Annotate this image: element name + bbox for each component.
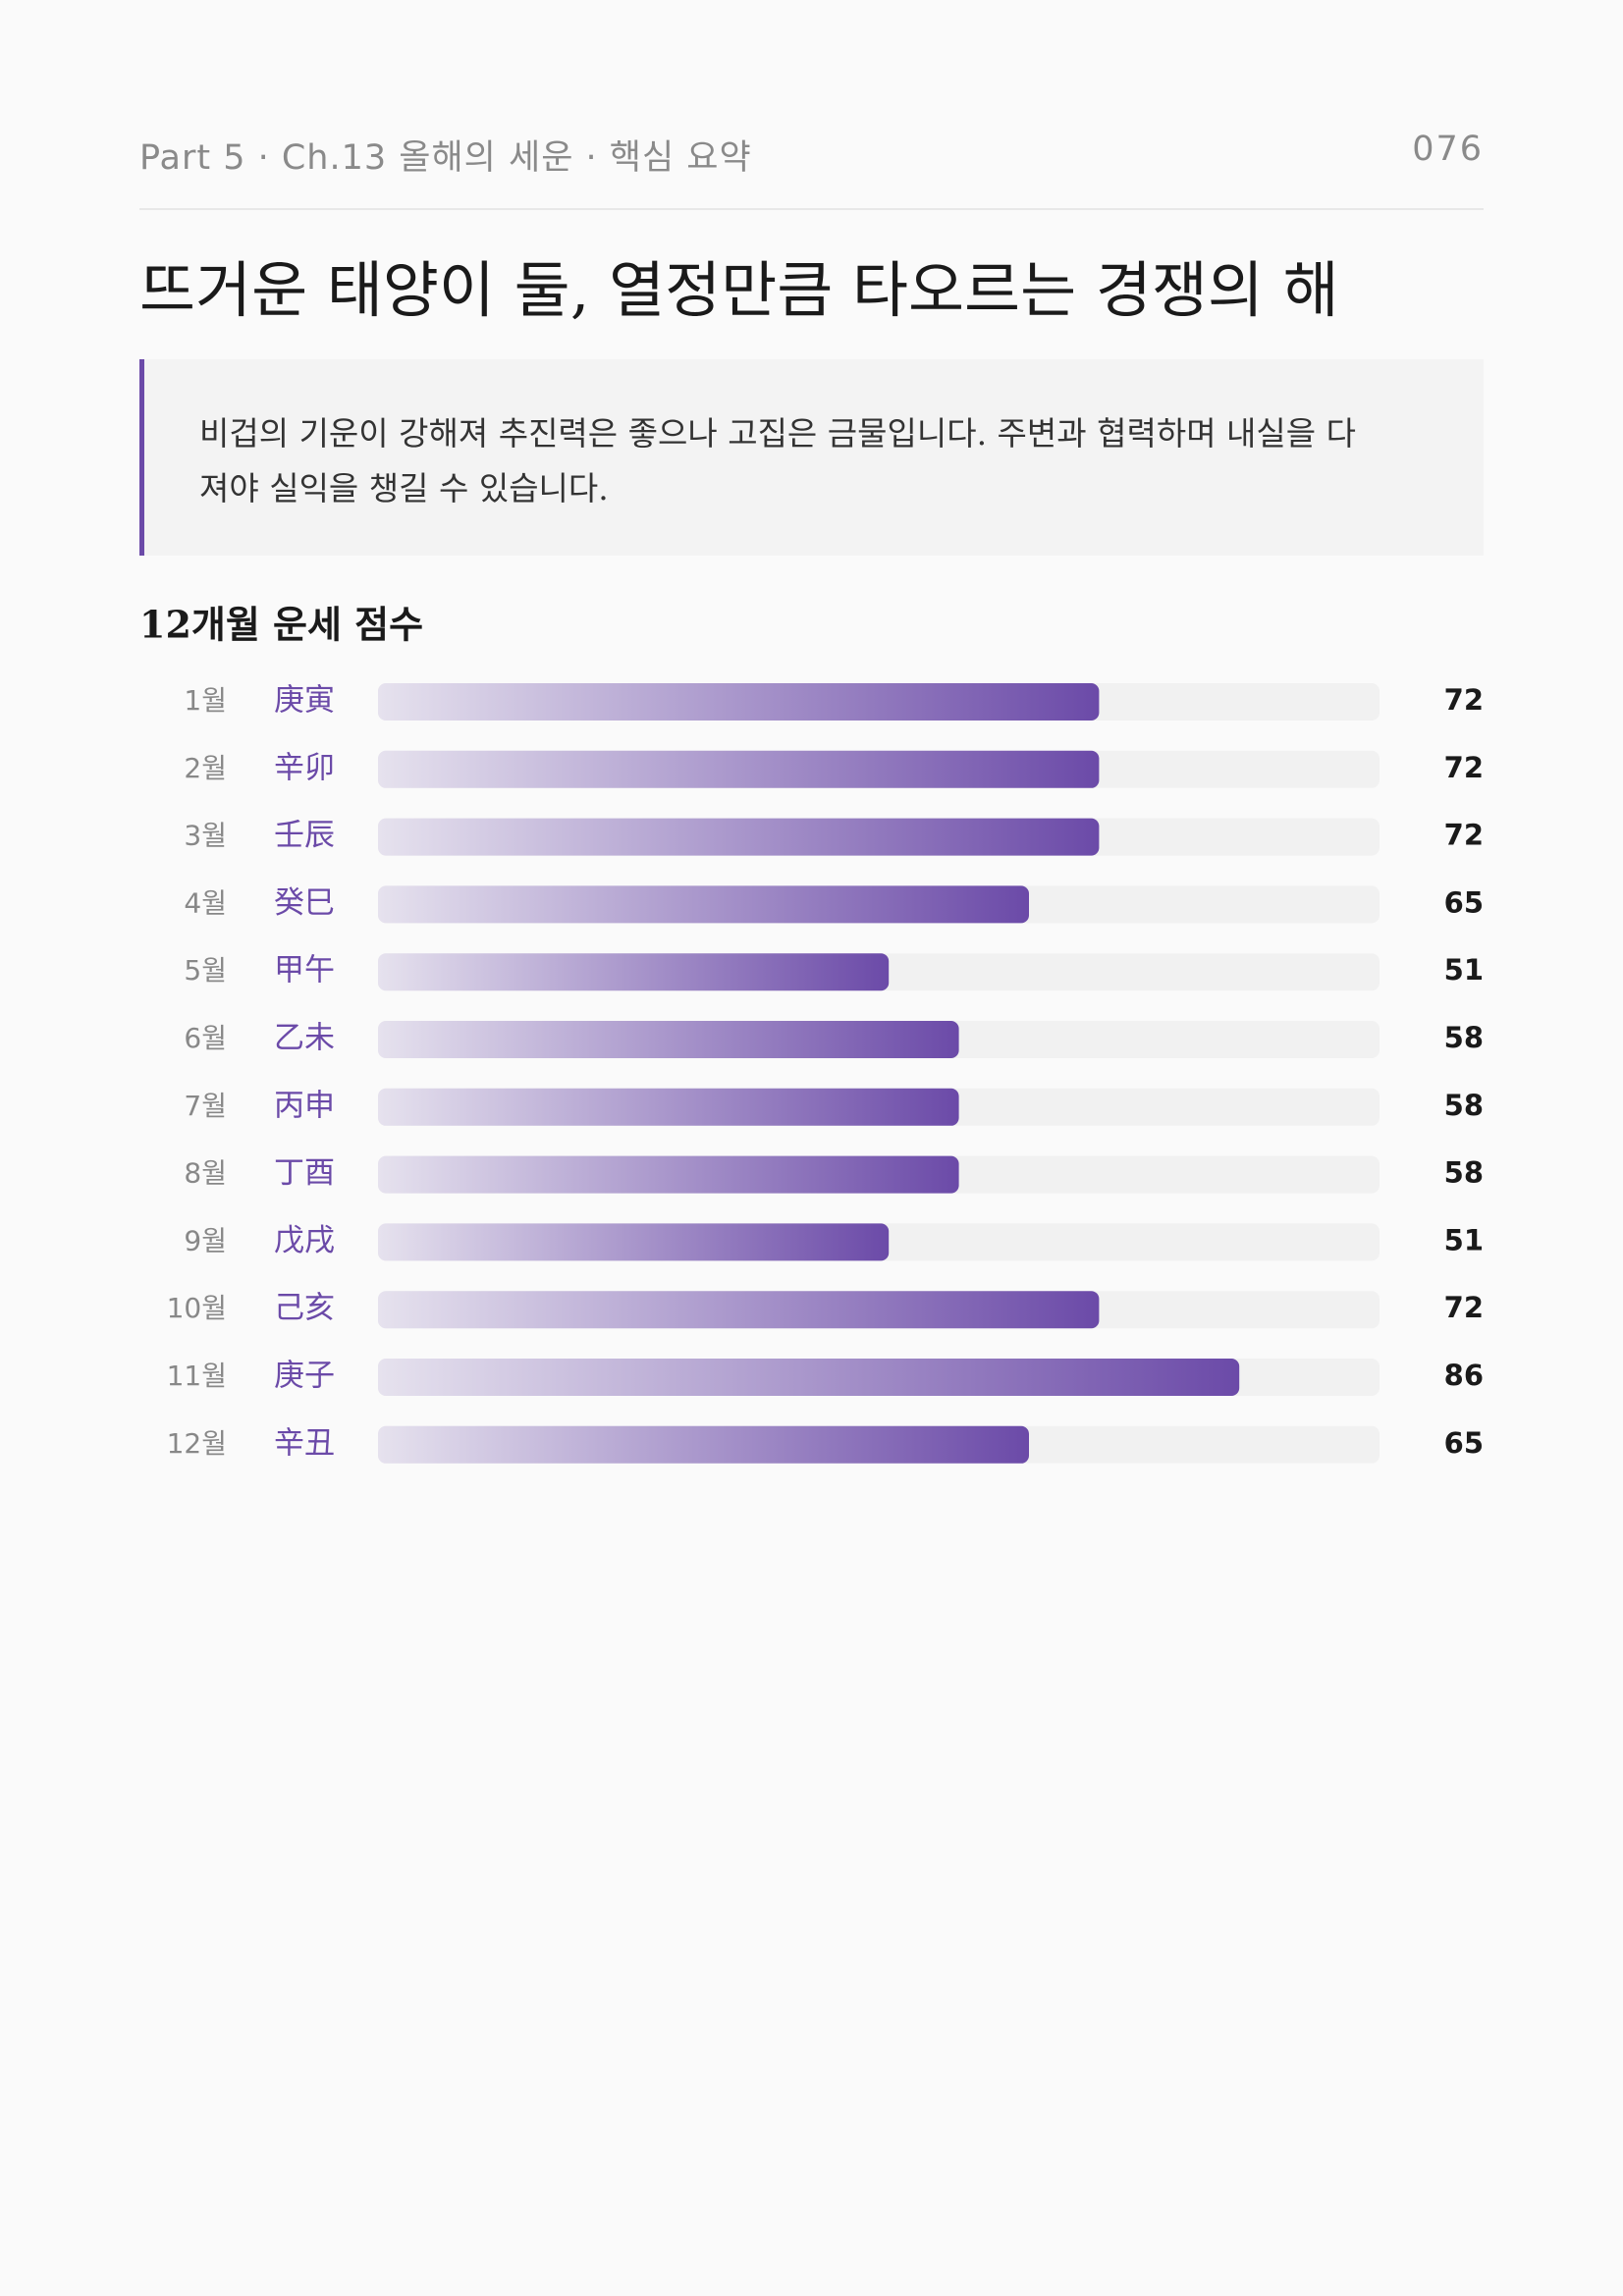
month-label: 12월 — [167, 1427, 227, 1460]
month-label: 1월 — [184, 684, 227, 717]
ganji-label: 辛丑 — [274, 1425, 335, 1461]
ganji-label: 辛卯 — [274, 750, 335, 785]
bar — [378, 1359, 1240, 1396]
bar — [378, 885, 1029, 924]
bar — [378, 1088, 959, 1126]
ganji-label: 庚子 — [274, 1359, 335, 1394]
value-label: 72 — [1444, 683, 1484, 717]
value-label: 72 — [1444, 1291, 1484, 1324]
value-label: 65 — [1444, 885, 1484, 919]
bar — [378, 818, 1100, 856]
bar — [378, 1021, 959, 1058]
ganji-label: 乙未 — [274, 1021, 335, 1056]
page-number: 076 — [1412, 130, 1484, 169]
month-label: 11월 — [167, 1360, 227, 1392]
quote: 비겁의 기운이 강해져 추진력은 좋으나 고집은 금물입니다. 주변과 협력하며… — [139, 359, 1484, 556]
value-label: 58 — [1444, 1156, 1484, 1190]
bar — [378, 953, 890, 991]
month-label: 9월 — [184, 1224, 227, 1256]
value-label: 58 — [1444, 1089, 1484, 1122]
value-label: 72 — [1444, 819, 1484, 852]
value-label: 72 — [1444, 751, 1484, 784]
month-label: 3월 — [184, 820, 227, 852]
month-label: 10월 — [167, 1292, 227, 1324]
bar — [378, 1155, 959, 1194]
ganji-label: 壬辰 — [274, 818, 335, 853]
divider — [139, 208, 1484, 210]
bar — [378, 1291, 1100, 1329]
month-label: 7월 — [184, 1090, 227, 1122]
chart-title: 12개월 운세 점수 — [139, 603, 423, 647]
ganji-label: 甲午 — [274, 953, 335, 988]
value-label: 51 — [1444, 953, 1484, 987]
month-label: 8월 — [184, 1157, 227, 1190]
ganji-label: 己亥 — [274, 1291, 335, 1326]
ganji-label: 戊戌 — [274, 1223, 335, 1258]
month-label: 6월 — [184, 1022, 227, 1054]
value-label: 58 — [1444, 1021, 1484, 1054]
bar — [378, 1223, 890, 1261]
month-label: 4월 — [184, 886, 227, 919]
ganji-label: 丙申 — [274, 1088, 335, 1123]
month-label: 2월 — [184, 752, 227, 784]
value-label: 65 — [1444, 1426, 1484, 1460]
bar — [378, 750, 1100, 788]
ganji-label: 庚寅 — [274, 683, 335, 719]
value-label: 86 — [1444, 1359, 1484, 1392]
value-label: 51 — [1444, 1223, 1484, 1256]
ganji-label: 癸巳 — [274, 885, 335, 921]
title: 뜨거운 태양이 둘, 열정만큼 타오르는 경쟁의 해 — [139, 254, 1339, 326]
month-label: 5월 — [184, 954, 227, 987]
breadcrumb: Part 5 · Ch.13 올해의 세운 · 핵심 요약 — [139, 138, 752, 178]
bar — [378, 1425, 1029, 1464]
ganji-label: 丁酉 — [274, 1155, 335, 1191]
chart: 12개월 운세 점수 1월 庚寅 72 2월 辛卯 72 3월 壬辰 72 4월 癸巳 65 5월 甲午 5… — [139, 603, 1484, 1464]
bar — [378, 683, 1100, 721]
